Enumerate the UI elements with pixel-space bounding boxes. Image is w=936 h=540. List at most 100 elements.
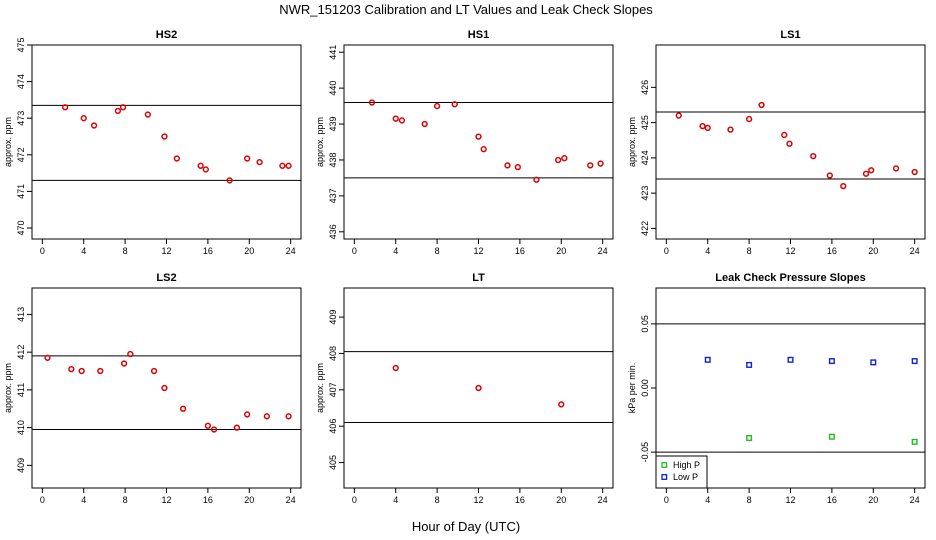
y-tick-label: 440 — [328, 81, 338, 96]
x-tick-label: 4 — [705, 246, 710, 256]
figure-x-axis-label: Hour of Day (UTC) — [412, 519, 520, 534]
y-tick-label: 411 — [16, 383, 26, 397]
data-point — [862, 170, 870, 177]
data-point — [675, 112, 682, 119]
y-tick-label: 409 — [16, 458, 26, 473]
x-tick-label: 24 — [910, 495, 920, 505]
x-tick-label: 24 — [286, 495, 296, 505]
y-tick-label: 423 — [640, 186, 650, 201]
y-tick-label: 0.00 — [640, 379, 650, 397]
x-tick-label: 8 — [123, 246, 128, 256]
data-point — [233, 424, 241, 431]
x-tick-label: 16 — [515, 246, 525, 256]
data-point — [150, 367, 158, 375]
data-point — [504, 162, 511, 169]
x-tick-label: 20 — [244, 246, 254, 256]
data-point — [745, 115, 753, 123]
data-point — [119, 104, 127, 111]
data-point — [127, 350, 134, 358]
data-point — [44, 354, 51, 361]
x-tick-label: 12 — [161, 246, 171, 256]
x-tick-label: 20 — [868, 246, 878, 256]
plot-frame — [31, 44, 302, 240]
data-point — [868, 167, 875, 174]
x-tick-label: 0 — [40, 495, 45, 505]
y-tick-label: 424 — [640, 150, 650, 165]
x-tick-label: 4 — [81, 246, 86, 256]
data-point — [68, 365, 75, 373]
x-tick-label: 16 — [827, 246, 837, 256]
data-point — [161, 133, 168, 140]
y-tick-label: 409 — [328, 310, 338, 325]
data-point — [699, 122, 706, 130]
data-point — [90, 122, 98, 129]
data-point — [892, 165, 900, 172]
data-point — [911, 168, 918, 176]
y-tick-label: 436 — [328, 224, 338, 239]
data-point — [78, 367, 85, 375]
data-point — [451, 101, 458, 108]
y-tick-label: 425 — [640, 115, 650, 130]
y-tick-label: 405 — [328, 455, 338, 470]
data-point — [421, 120, 428, 128]
y-tick-label: -0.05 — [640, 442, 650, 463]
data-point — [870, 359, 877, 366]
panel-title: LS2 — [156, 272, 176, 284]
data-point — [197, 162, 204, 169]
data-point — [810, 152, 817, 160]
y-tick-label: 475 — [16, 37, 26, 52]
data-point — [368, 99, 376, 106]
panel-1: HS2 0 4 8 12 16 20 24 470 471 472 473 474 475 approx. … — [3, 29, 302, 256]
y-tick-label: 0.05 — [640, 315, 650, 333]
data-point — [285, 413, 292, 420]
x-tick-label: 24 — [286, 246, 296, 256]
data-point — [114, 107, 122, 115]
data-point — [244, 155, 251, 162]
data-point — [173, 155, 180, 162]
x-tick-label: 12 — [785, 495, 795, 505]
y-tick-label: 474 — [16, 74, 26, 89]
y-tick-label: 472 — [16, 147, 26, 162]
data-point — [911, 358, 918, 365]
y-axis-label: approx. ppm — [3, 117, 13, 167]
x-tick-label: 8 — [435, 495, 440, 505]
x-tick-label: 8 — [123, 495, 128, 505]
y-tick-label: 413 — [16, 307, 26, 322]
x-tick-label: 4 — [705, 495, 710, 505]
panel-title: Leak Check Pressure Slopes — [715, 272, 865, 284]
data-point — [555, 156, 562, 164]
panel-title: HS2 — [156, 29, 177, 41]
x-tick-label: 0 — [352, 495, 357, 505]
x-tick-label: 20 — [868, 495, 878, 505]
data-point — [244, 411, 251, 418]
data-point — [433, 102, 441, 110]
y-tick-label: 470 — [16, 221, 26, 236]
figure-title: NWR_151203 Calibration and LT Values and… — [279, 2, 653, 17]
data-point — [61, 104, 69, 111]
data-point — [826, 172, 833, 179]
data-point — [597, 160, 604, 167]
legend-label: High P — [673, 460, 700, 470]
y-tick-label: 422 — [640, 221, 650, 236]
data-point — [161, 384, 168, 392]
data-point — [704, 124, 711, 132]
data-point — [475, 133, 482, 140]
y-axis-label: kPa per min. — [627, 363, 637, 414]
data-point — [285, 162, 292, 169]
data-point — [781, 131, 788, 139]
data-point — [204, 422, 212, 429]
x-tick-label: 8 — [435, 246, 440, 256]
x-tick-label: 16 — [203, 495, 213, 505]
panel-5: LT 0 4 8 12 16 20 24 405 406 407 408 409 approx. ppm — [315, 272, 614, 505]
data-point — [704, 356, 711, 363]
y-axis-label: approx. ppm — [315, 363, 325, 413]
y-tick-label: 408 — [328, 346, 338, 361]
data-point — [480, 146, 487, 153]
data-point — [746, 435, 753, 442]
y-tick-label: 437 — [328, 188, 338, 203]
data-point — [210, 426, 218, 433]
x-tick-label: 12 — [473, 246, 483, 256]
x-tick-label: 4 — [393, 246, 398, 256]
x-tick-label: 4 — [81, 495, 86, 505]
